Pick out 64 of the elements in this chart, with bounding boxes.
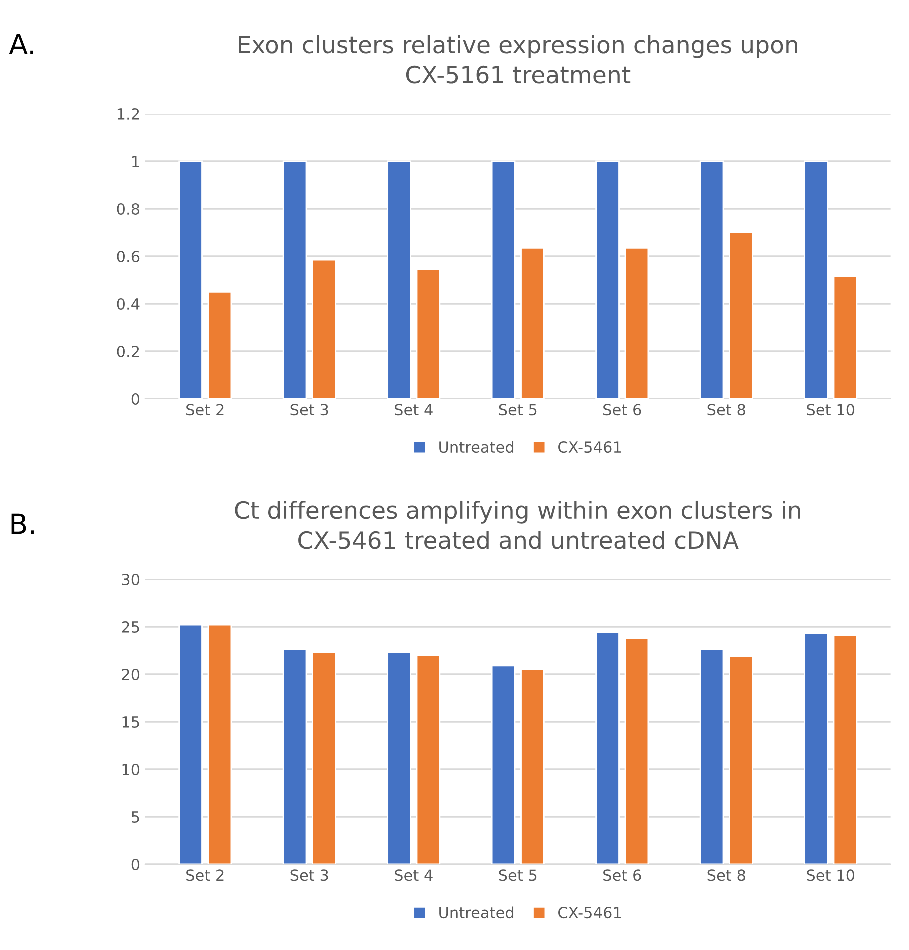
bar — [804, 160, 828, 399]
bar — [624, 638, 650, 864]
text: A. — [9, 34, 34, 54]
bar — [700, 649, 724, 864]
bar — [729, 656, 754, 864]
y-tick-label: 0.6 — [117, 250, 140, 263]
x-tick-label: Set 3 — [290, 404, 328, 416]
x-tick-label: Set 10 — [807, 404, 855, 416]
x-tick-label: Set 2 — [186, 870, 224, 882]
x-tick-label: Set 5 — [499, 404, 537, 416]
bar — [208, 624, 232, 864]
y-tick-label: 30 — [122, 574, 140, 586]
legend-label: CX-5461 — [558, 907, 622, 919]
x-tick-label: Set 8 — [708, 404, 746, 416]
bar — [729, 232, 754, 399]
bar — [312, 259, 336, 399]
bar — [596, 632, 620, 864]
legend-label: Untreated — [440, 906, 514, 919]
bar — [833, 276, 858, 399]
bar — [282, 160, 308, 399]
chart-title: Exon clusters relative expression changes upon CX-5161 treatment — [239, 35, 798, 84]
bar — [387, 160, 412, 399]
y-tick-label: 5 — [132, 812, 140, 824]
bar — [282, 649, 308, 864]
x-tick-label: Set 5 — [499, 870, 537, 882]
y-tick-label: 0.2 — [117, 346, 140, 358]
legend-label: Untreated — [440, 441, 514, 454]
x-tick-label: Set 6 — [604, 404, 642, 416]
legend-label: CX-5461 — [558, 442, 622, 454]
y-tick-label: 25 — [122, 621, 140, 634]
x-tick-label: Set 4 — [395, 404, 433, 416]
bar — [833, 634, 858, 864]
x-tick-label: Set 8 — [708, 870, 746, 882]
x-tick-label: Set 6 — [604, 870, 642, 882]
bar — [804, 632, 828, 864]
bar — [178, 624, 203, 864]
bar — [178, 160, 203, 399]
bar — [700, 160, 724, 399]
bar — [312, 652, 336, 864]
x-tick-label: Set 10 — [807, 870, 855, 882]
x-tick-label: Set 2 — [186, 404, 224, 416]
x-tick-label: Set 4 — [395, 870, 433, 882]
bar — [520, 247, 545, 399]
bar — [416, 268, 441, 399]
bar — [416, 654, 441, 864]
bar — [208, 291, 232, 399]
y-tick-label: 20 — [122, 668, 140, 681]
y-tick-label: 1 — [132, 156, 140, 168]
bar — [596, 160, 620, 399]
y-tick-label: 10 — [122, 764, 140, 776]
y-tick-label: 0 — [132, 858, 140, 871]
y-tick-label: 0 — [132, 393, 140, 406]
bar — [624, 247, 650, 399]
bar — [491, 665, 516, 864]
y-tick-label: 0.4 — [117, 298, 140, 310]
y-tick-label: 1.2 — [118, 108, 140, 120]
bar — [491, 160, 516, 399]
bar — [520, 669, 545, 864]
y-tick-label: 0.8 — [117, 203, 140, 216]
chart-title: Ct differences amplifying within exon clusters in CX-5461 treated and untreated cDNA — [235, 500, 800, 550]
y-tick-label: 15 — [122, 716, 140, 728]
text: B. — [12, 514, 34, 534]
bar — [387, 652, 412, 864]
x-tick-label: Set 3 — [290, 870, 328, 882]
